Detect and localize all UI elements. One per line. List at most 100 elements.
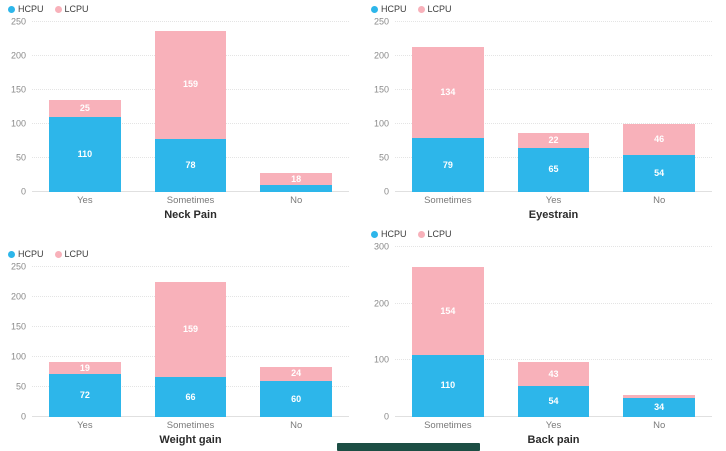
hcpu-segment[interactable]: 65 [517, 147, 590, 192]
lcpu-segment[interactable]: 159 [154, 282, 227, 378]
y-axis: 0 50 100 150 200 250 [369, 17, 395, 196]
bar-value-label: 72 [79, 389, 90, 400]
y-tick-label: 200 [373, 298, 389, 309]
bars-layer: 110 154 54 43 34 [395, 247, 712, 417]
hcpu-segment[interactable]: 110 [411, 354, 484, 417]
lcpu-segment[interactable]: 22 [517, 132, 590, 148]
hcpu-segment[interactable]: 54 [623, 155, 696, 192]
chart-legend: HCPU LCPU [369, 227, 718, 241]
legend-item-lcpu[interactable]: LCPU [54, 4, 89, 14]
stacked-bar-yes[interactable]: 54 43 [517, 362, 590, 417]
hcpu-legend-dot-icon [371, 230, 378, 238]
lcpu-legend-dot-icon [417, 230, 425, 238]
legend-item-lcpu[interactable]: LCPU [54, 248, 89, 259]
lcpu-segment[interactable]: 19 [48, 362, 121, 374]
stacked-bar-no[interactable]: 18 [260, 172, 333, 192]
stacked-bar-no[interactable]: 54 46 [623, 124, 696, 192]
lcpu-segment[interactable]: 25 [48, 100, 121, 118]
y-tick-label: 0 [383, 186, 389, 197]
legend-label: HCPU [18, 248, 44, 259]
stacked-bar-sometimes[interactable]: 66 159 [154, 282, 227, 417]
gridline [395, 55, 712, 56]
x-category-label: Sometimes [166, 195, 215, 206]
y-tick-label: 50 [378, 152, 389, 163]
gridline [395, 89, 712, 90]
y-tick-label: 300 [373, 241, 389, 252]
chart-title: Back pain [527, 434, 580, 446]
legend-item-hcpu[interactable]: HCPU [371, 3, 407, 14]
category-slot-no: 54 46 [606, 22, 712, 192]
chart-legend: HCPU LCPU [6, 247, 355, 261]
hcpu-segment[interactable]: 54 [517, 386, 590, 417]
legend-label: LCPU [64, 248, 89, 259]
legend-item-lcpu[interactable]: LCPU [417, 4, 452, 14]
category-slot-no: 60 24 [243, 267, 349, 417]
x-category-label: No [290, 195, 303, 206]
chart-title: Eyestrain [528, 209, 579, 221]
hcpu-legend-dot-icon [371, 5, 378, 13]
plot-row: 0 100 200 300 110 154 54 43 34 [369, 242, 718, 421]
lcpu-segment[interactable]: 154 [411, 267, 484, 355]
stacked-bar-sometimes[interactable]: 78 159 [154, 30, 227, 192]
hcpu-segment[interactable]: 110 [48, 117, 121, 192]
y-tick-label: 150 [10, 321, 26, 332]
hcpu-segment[interactable]: 60 [260, 381, 333, 417]
lcpu-segment[interactable]: 159 [154, 30, 227, 139]
stacked-bar-sometimes[interactable]: 110 154 [411, 267, 484, 417]
stacked-bar-no[interactable]: 60 24 [260, 366, 333, 417]
gridline [395, 246, 712, 247]
stacked-bar-yes[interactable]: 65 22 [517, 132, 590, 192]
y-tick-label: 100 [10, 118, 26, 129]
chart-title: Neck Pain [164, 209, 217, 221]
legend-item-lcpu[interactable]: LCPU [417, 228, 452, 239]
bar-value-label: 159 [182, 324, 199, 335]
y-axis: 0 100 200 300 [369, 242, 395, 421]
lcpu-segment[interactable] [623, 394, 696, 398]
gridline [32, 21, 349, 22]
lcpu-segment[interactable]: 24 [260, 366, 333, 381]
lcpu-segment[interactable]: 43 [517, 362, 590, 387]
lcpu-segment[interactable]: 46 [623, 124, 696, 156]
x-axis-labels: Sometimes Yes No [395, 417, 712, 432]
lcpu-segment[interactable]: 18 [260, 172, 333, 186]
x-axis-labels: Sometimes Yes No [395, 192, 712, 207]
chart-legend: HCPU LCPU [369, 2, 718, 16]
y-tick-label: 0 [20, 186, 26, 197]
y-tick-label: 200 [10, 50, 26, 61]
hcpu-segment[interactable]: 78 [154, 138, 227, 192]
chart-legend: HCPU LCPU [6, 2, 355, 16]
hcpu-segment[interactable]: 79 [411, 138, 484, 192]
y-tick-label: 0 [383, 411, 389, 422]
y-tick-label: 250 [373, 16, 389, 27]
stacked-bar-yes[interactable]: 110 25 [48, 100, 121, 192]
stacked-bar-no[interactable]: 34 [623, 394, 696, 417]
stacked-bar-sometimes[interactable]: 79 134 [411, 47, 484, 192]
bar-value-label: 78 [185, 159, 196, 170]
bar-value-label: 159 [182, 79, 199, 90]
category-slot-no: 34 [606, 247, 712, 417]
bar-value-label: 79 [442, 159, 453, 170]
y-tick-label: 50 [15, 152, 26, 163]
hcpu-segment[interactable]: 34 [623, 397, 696, 417]
bar-value-label: 65 [548, 164, 559, 175]
stacked-bar-yes[interactable]: 72 19 [48, 362, 121, 417]
lcpu-segment[interactable]: 134 [411, 47, 484, 139]
plot-area: 110 25 78 159 18 [32, 21, 349, 192]
bar-value-label: 110 [77, 149, 93, 160]
category-slot-yes: 54 43 [501, 247, 607, 417]
legend-item-hcpu[interactable]: HCPU [8, 248, 44, 259]
y-tick-label: 200 [373, 50, 389, 61]
bar-value-label: 19 [79, 362, 90, 373]
hcpu-segment[interactable] [260, 185, 333, 192]
y-tick-label: 100 [373, 354, 389, 365]
legend-item-hcpu[interactable]: HCPU [371, 229, 407, 239]
lcpu-legend-dot-icon [54, 5, 62, 13]
hcpu-segment[interactable]: 66 [154, 377, 227, 417]
gridline [32, 266, 349, 267]
legend-item-hcpu[interactable]: HCPU [8, 4, 44, 14]
legend-label: LCPU [427, 228, 452, 239]
legend-label: HCPU [381, 3, 407, 14]
bar-value-label: 54 [654, 168, 665, 179]
bar-value-label: 18 [291, 173, 302, 184]
hcpu-segment[interactable]: 72 [48, 373, 121, 417]
